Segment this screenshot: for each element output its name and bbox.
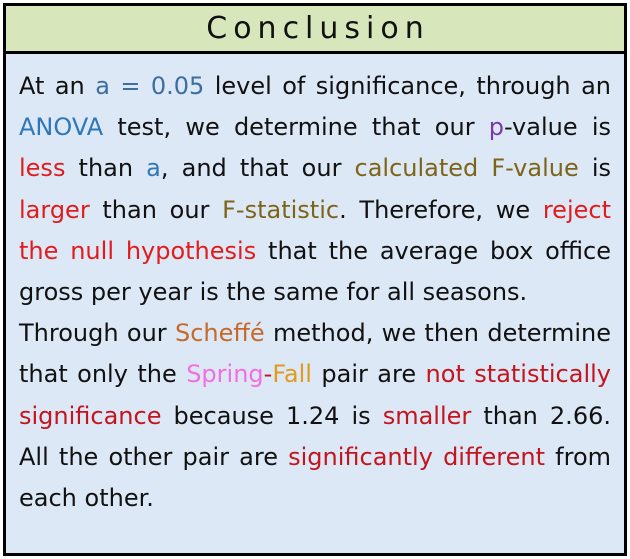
less-term: less xyxy=(19,154,66,183)
paragraph-scheffe-result: Through our Scheffé method, we then dete… xyxy=(19,313,611,519)
text-segment: level of significance, through an xyxy=(204,72,611,100)
text-segment: than our xyxy=(89,195,223,224)
conclusion-body: At an a = 0.05 level of significance, th… xyxy=(6,54,624,519)
smaller-term: smaller xyxy=(382,401,472,430)
text-segment: because 1.24 is xyxy=(161,401,383,430)
text-segment: than 2.66. All the other pair are xyxy=(19,401,611,471)
dash-separator: - xyxy=(263,360,273,389)
text-segment: , and that our xyxy=(160,154,355,183)
text-segment: from each other. xyxy=(19,442,612,513)
alpha-level: a = 0.05 xyxy=(95,72,205,100)
conclusion-card: Conclusion At an a = 0.05 level of signi… xyxy=(3,3,627,556)
title-bar: Conclusion xyxy=(6,6,624,54)
alpha-term: a xyxy=(146,154,161,183)
fall-term: Fall xyxy=(272,360,312,389)
reject-null-term: reject the null hypothesis xyxy=(19,195,611,265)
text-segment: that the average box office gross per ye… xyxy=(19,236,612,307)
f-statistic-term: F-statistic xyxy=(222,195,340,224)
anova-term: ANOVA xyxy=(19,113,104,142)
text-segment: pair are xyxy=(311,360,426,389)
significantly-different-term: significantly different xyxy=(288,442,546,471)
not-significant-term: not statistically significance xyxy=(19,360,612,430)
paragraph-anova-result: At an a = 0.05 level of significance, th… xyxy=(19,66,611,313)
larger-term: larger xyxy=(19,195,90,224)
text-segment: than xyxy=(65,154,147,183)
text-segment: test, we determine that our xyxy=(103,113,489,142)
text-segment: At an xyxy=(19,72,96,100)
text-segment: is xyxy=(578,154,612,183)
text-segment: method, we then determine that only the xyxy=(19,319,611,389)
scheffe-term: Scheffé xyxy=(174,319,265,348)
text-segment: . Therefore, we xyxy=(339,195,543,224)
p-term: p xyxy=(488,113,505,142)
text-segment: -value is xyxy=(504,113,612,142)
calculated-f-term: calculated F-value xyxy=(354,154,579,183)
spring-term: Spring xyxy=(186,360,264,389)
page-title: Conclusion xyxy=(206,11,430,46)
text-segment: Through our xyxy=(19,319,175,348)
